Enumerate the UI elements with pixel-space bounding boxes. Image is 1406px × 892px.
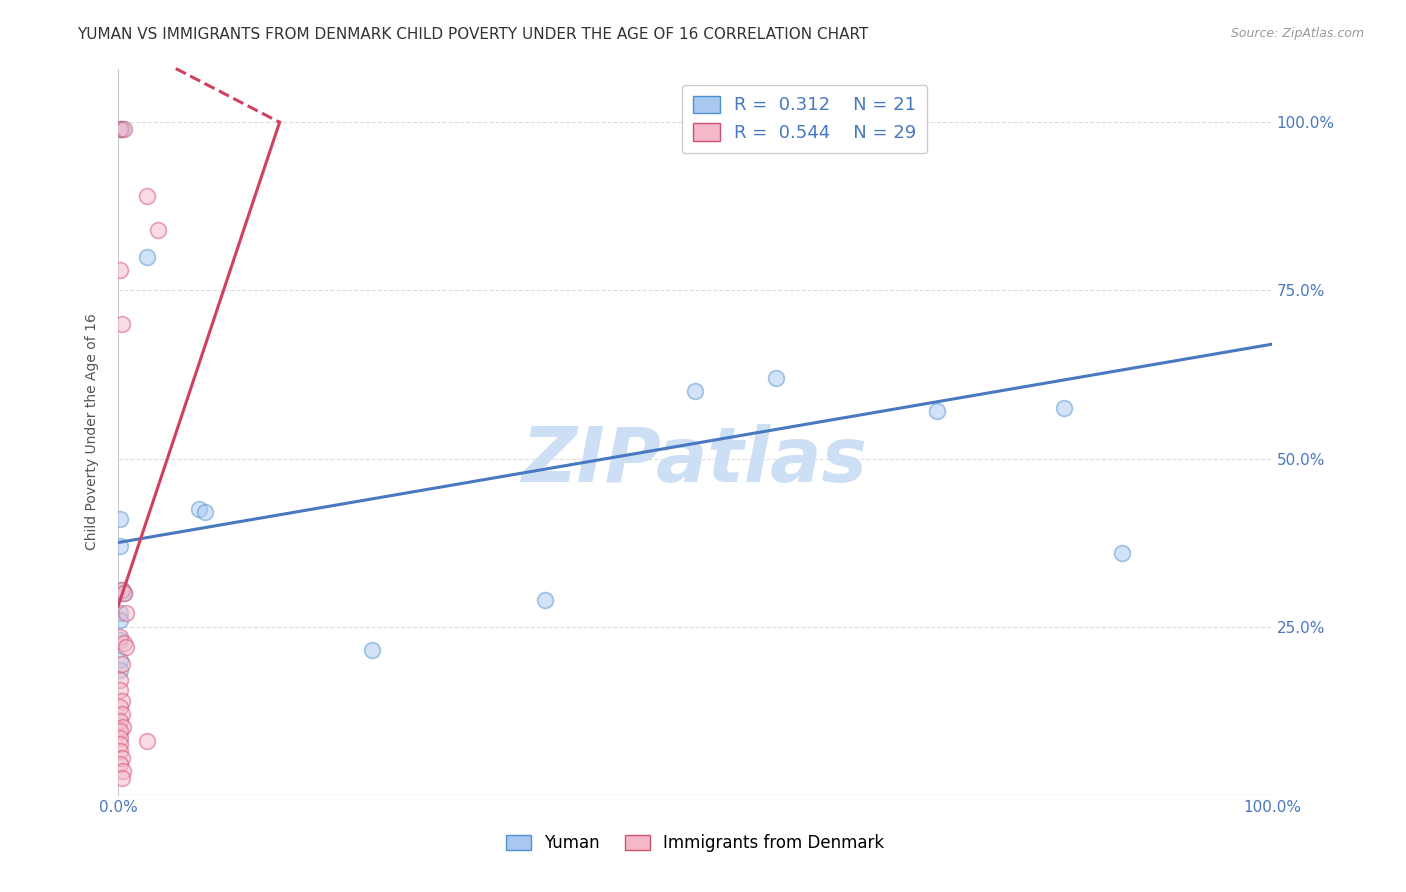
Point (110, 582, 132, 597)
Point (110, 613, 132, 627)
Point (110, 512, 132, 526)
Point (112, 586, 135, 600)
Point (1053, 401, 1076, 415)
Y-axis label: Child Poverty Under the Age of 16: Child Poverty Under the Age of 16 (86, 313, 100, 550)
Point (110, 757, 132, 772)
Point (110, 683, 132, 698)
Point (534, 592, 557, 607)
Point (187, 502, 209, 516)
Point (765, 371, 787, 385)
Point (110, 122, 132, 136)
Point (115, 640, 138, 654)
Point (115, 606, 138, 620)
Point (110, 630, 132, 644)
Point (110, 122, 132, 136)
Point (148, 223, 170, 237)
Point (111, 764, 134, 779)
Point (110, 663, 132, 677)
Point (111, 721, 134, 735)
Point (110, 122, 132, 136)
Point (110, 731, 132, 745)
Point (110, 744, 132, 758)
Point (110, 723, 132, 738)
Text: YUMAN VS IMMIGRANTS FROM DENMARK CHILD POVERTY UNDER THE AGE OF 16 CORRELATION C: YUMAN VS IMMIGRANTS FROM DENMARK CHILD P… (77, 27, 869, 42)
Text: Source: ZipAtlas.com: Source: ZipAtlas.com (1230, 27, 1364, 40)
Point (112, 122, 135, 136)
Point (1111, 546, 1133, 560)
Point (135, 189, 157, 203)
Point (110, 750, 132, 764)
Point (110, 317, 132, 331)
Point (110, 700, 132, 714)
Point (110, 737, 132, 751)
Point (110, 633, 132, 648)
Point (110, 582, 132, 597)
Point (683, 384, 706, 399)
Point (110, 653, 132, 667)
Point (361, 643, 384, 657)
Text: ZIPatlas: ZIPatlas (522, 424, 868, 498)
Point (194, 505, 217, 519)
Point (110, 706, 132, 721)
Point (110, 539, 132, 553)
Point (927, 404, 949, 418)
Point (110, 771, 132, 785)
Point (110, 263, 132, 277)
Point (110, 606, 132, 620)
Point (110, 657, 132, 671)
Point (110, 714, 132, 728)
Point (135, 734, 157, 748)
Point (135, 250, 157, 264)
Point (110, 693, 132, 707)
Point (112, 586, 135, 600)
Point (112, 636, 135, 650)
Point (110, 673, 132, 688)
Legend: R =  0.312    N = 21, R =  0.544    N = 29: R = 0.312 N = 21, R = 0.544 N = 29 (682, 85, 928, 153)
